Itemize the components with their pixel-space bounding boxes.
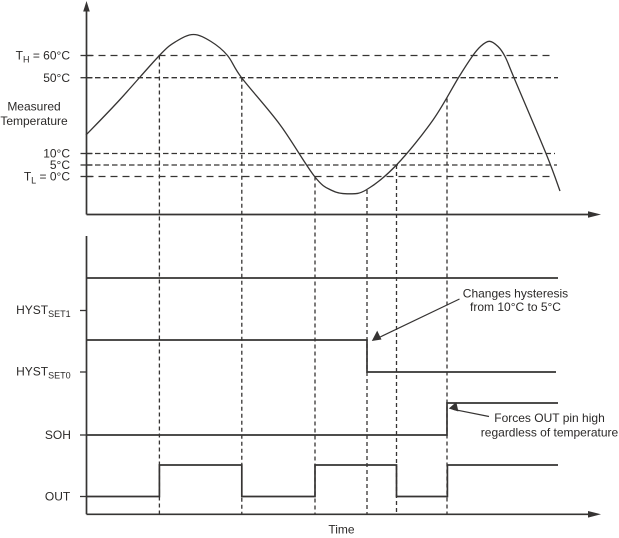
svg-text:Measured: Measured xyxy=(7,100,60,114)
svg-text:Forces OUT pin high: Forces OUT pin high xyxy=(494,411,605,425)
svg-text:TH = 60°C: TH = 60°C xyxy=(16,49,71,65)
svg-text:Temperature: Temperature xyxy=(0,114,68,128)
svg-text:OUT: OUT xyxy=(45,490,71,504)
svg-text:10°C: 10°C xyxy=(43,147,70,161)
svg-text:Changes hysteresis: Changes hysteresis xyxy=(463,287,568,301)
svg-text:TL = 0°C: TL = 0°C xyxy=(24,170,71,186)
svg-text:5°C: 5°C xyxy=(50,158,70,172)
svg-text:SOH: SOH xyxy=(45,428,71,442)
svg-text:HYSTSET0: HYSTSET0 xyxy=(16,364,71,380)
svg-text:HYSTSET1: HYSTSET1 xyxy=(16,303,71,319)
svg-text:Time: Time xyxy=(328,523,355,537)
svg-text:50°C: 50°C xyxy=(43,71,70,85)
svg-text:regardless of temperature: regardless of temperature xyxy=(481,426,619,440)
svg-text:from 10°C to 5°C: from 10°C to 5°C xyxy=(470,300,561,314)
